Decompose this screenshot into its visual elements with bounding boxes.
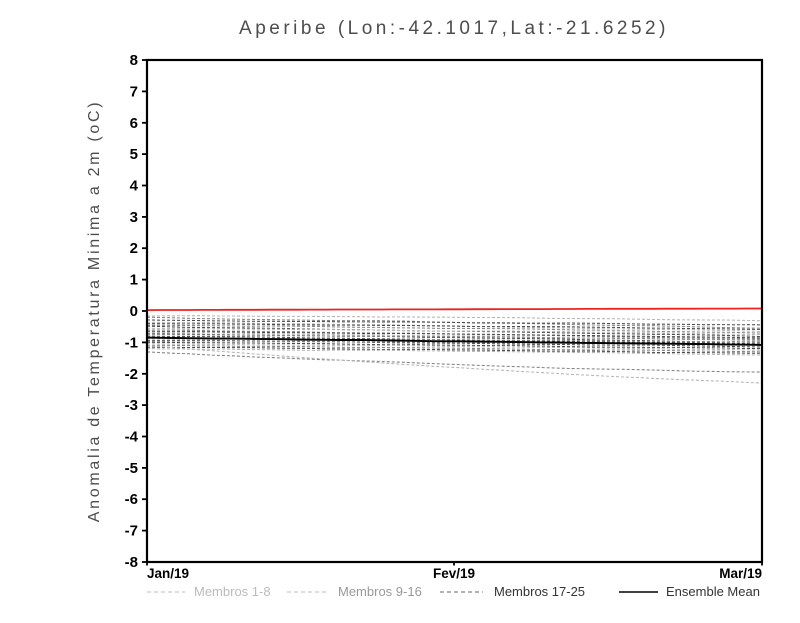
svg-text:5: 5 [130,146,138,163]
svg-text:1: 1 [130,272,138,289]
svg-text:-2: -2 [125,366,138,383]
svg-text:Membros 17-25: Membros 17-25 [494,584,585,599]
svg-text:Fev/19: Fev/19 [433,566,475,581]
svg-text:-1: -1 [125,334,138,351]
svg-text:-7: -7 [125,523,138,540]
svg-text:Membros 1-8: Membros 1-8 [194,584,271,599]
svg-text:Membros 9-16: Membros 9-16 [338,584,422,599]
svg-text:4: 4 [130,178,139,195]
svg-text:Aperibe (Lon:-42.1017,Lat:-21.: Aperibe (Lon:-42.1017,Lat:-21.6252) [239,18,669,39]
svg-text:Ensemble Mean: Ensemble Mean [666,584,760,599]
svg-text:Mar/19: Mar/19 [719,566,762,581]
svg-text:-4: -4 [125,429,139,446]
svg-text:3: 3 [130,209,138,226]
svg-text:-8: -8 [125,554,138,571]
svg-text:Anomalia de Temperatura Minima: Anomalia de Temperatura Minima a 2m (oC) [86,100,103,523]
svg-text:-3: -3 [125,397,138,414]
svg-text:2: 2 [130,240,138,257]
svg-text:-5: -5 [125,460,138,477]
svg-text:0: 0 [130,303,138,320]
svg-text:6: 6 [130,115,138,132]
svg-text:Jan/19: Jan/19 [147,566,189,581]
svg-text:8: 8 [130,52,138,69]
svg-text:-6: -6 [125,491,138,508]
svg-text:7: 7 [130,83,138,100]
